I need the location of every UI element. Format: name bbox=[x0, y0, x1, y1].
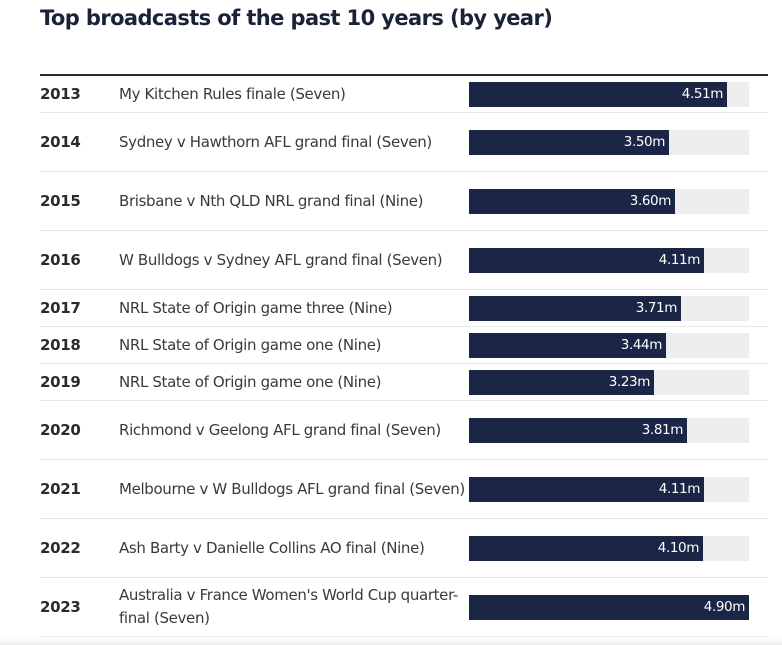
broadcast-label: NRL State of Origin game three (Nine) bbox=[119, 298, 393, 317]
bar-value-label: 4.11m bbox=[658, 251, 701, 268]
bar: 3.71m bbox=[469, 295, 681, 321]
broadcast-label: Melbourne v W Bulldogs AFL grand final (… bbox=[119, 479, 465, 498]
bar-track: 3.23m bbox=[469, 369, 749, 395]
table-row: 2021 Melbourne v W Bulldogs AFL grand fin… bbox=[40, 460, 768, 519]
bar-value-label: 3.71m bbox=[635, 299, 678, 316]
bar-track: 4.10m bbox=[469, 535, 749, 561]
year-label: 2021 bbox=[40, 480, 81, 498]
bar: 4.90m bbox=[469, 594, 749, 620]
bar-track: 4.11m bbox=[469, 476, 749, 502]
year-label: 2016 bbox=[40, 251, 81, 269]
year-label: 2013 bbox=[40, 85, 81, 103]
table-row: 2020 Richmond v Geelong AFL grand final (… bbox=[40, 401, 768, 460]
broadcast-table: 2013 My Kitchen Rules finale (Seven) 4.51m… bbox=[40, 74, 768, 637]
table-row: 2023 Australia v France Women's World Cup… bbox=[40, 578, 768, 637]
bar: 4.51m bbox=[469, 81, 727, 107]
bar-value-label: 3.60m bbox=[629, 192, 672, 209]
bar-value-label: 3.50m bbox=[623, 133, 666, 150]
table-row: 2022 Ash Barty v Danielle Collins AO fina… bbox=[40, 519, 768, 578]
broadcast-label: Richmond v Geelong AFL grand final (Seve… bbox=[119, 420, 441, 439]
broadcast-label: NRL State of Origin game one (Nine) bbox=[119, 335, 382, 354]
bar-value-label: 4.11m bbox=[658, 480, 701, 497]
table-row: 2017 NRL State of Origin game three (Nine… bbox=[40, 290, 768, 327]
year-label: 2022 bbox=[40, 539, 81, 557]
table-row: 2019 NRL State of Origin game one (Nine) 3… bbox=[40, 364, 768, 401]
bar: 4.11m bbox=[469, 476, 704, 502]
chart-title: Top broadcasts of the past 10 years (by … bbox=[40, 6, 553, 30]
broadcast-label: Brisbane v Nth QLD NRL grand final (Nine… bbox=[119, 191, 424, 210]
broadcast-label: W Bulldogs v Sydney AFL grand final (Sev… bbox=[119, 250, 443, 269]
bar-track: 3.60m bbox=[469, 188, 749, 214]
bar-value-label: 3.23m bbox=[608, 373, 651, 390]
bar: 3.23m bbox=[469, 369, 654, 395]
table-row: 2016 W Bulldogs v Sydney AFL grand final … bbox=[40, 231, 768, 290]
broadcast-label: Ash Barty v Danielle Collins AO final (N… bbox=[119, 538, 425, 557]
bar-value-label: 3.81m bbox=[641, 421, 684, 438]
broadcast-label: My Kitchen Rules finale (Seven) bbox=[119, 84, 346, 103]
year-label: 2018 bbox=[40, 336, 81, 354]
bottom-fade bbox=[0, 637, 782, 645]
year-label: 2023 bbox=[40, 598, 81, 616]
bar-track: 3.71m bbox=[469, 295, 749, 321]
broadcast-label: Australia v France Women's World Cup qua… bbox=[119, 586, 458, 627]
bar: 4.10m bbox=[469, 535, 703, 561]
year-label: 2020 bbox=[40, 421, 81, 439]
bar-value-label: 3.44m bbox=[620, 336, 663, 353]
bar: 3.60m bbox=[469, 188, 675, 214]
broadcast-label: Sydney v Hawthorn AFL grand final (Seven… bbox=[119, 132, 432, 151]
bar: 3.81m bbox=[469, 417, 687, 443]
table-row: 2015 Brisbane v Nth QLD NRL grand final (… bbox=[40, 172, 768, 231]
year-label: 2015 bbox=[40, 192, 81, 210]
bar: 4.11m bbox=[469, 247, 704, 273]
bar: 3.44m bbox=[469, 332, 666, 358]
bar-value-label: 4.90m bbox=[703, 598, 746, 615]
bar-track: 4.11m bbox=[469, 247, 749, 273]
table-row: 2018 NRL State of Origin game one (Nine) 3… bbox=[40, 327, 768, 364]
bar-track: 4.90m bbox=[469, 594, 749, 620]
bar-track: 3.50m bbox=[469, 129, 749, 155]
year-label: 2017 bbox=[40, 299, 81, 317]
bar-track: 3.81m bbox=[469, 417, 749, 443]
year-label: 2014 bbox=[40, 133, 81, 151]
broadcast-label: NRL State of Origin game one (Nine) bbox=[119, 372, 382, 391]
bar-value-label: 4.10m bbox=[657, 539, 700, 556]
table-row: 2014 Sydney v Hawthorn AFL grand final (S… bbox=[40, 113, 768, 172]
bar-track: 3.44m bbox=[469, 332, 749, 358]
year-label: 2019 bbox=[40, 373, 81, 391]
bar-value-label: 4.51m bbox=[681, 85, 724, 102]
bar: 3.50m bbox=[469, 129, 669, 155]
bar-track: 4.51m bbox=[469, 81, 749, 107]
table-row: 2013 My Kitchen Rules finale (Seven) 4.51m bbox=[40, 76, 768, 113]
